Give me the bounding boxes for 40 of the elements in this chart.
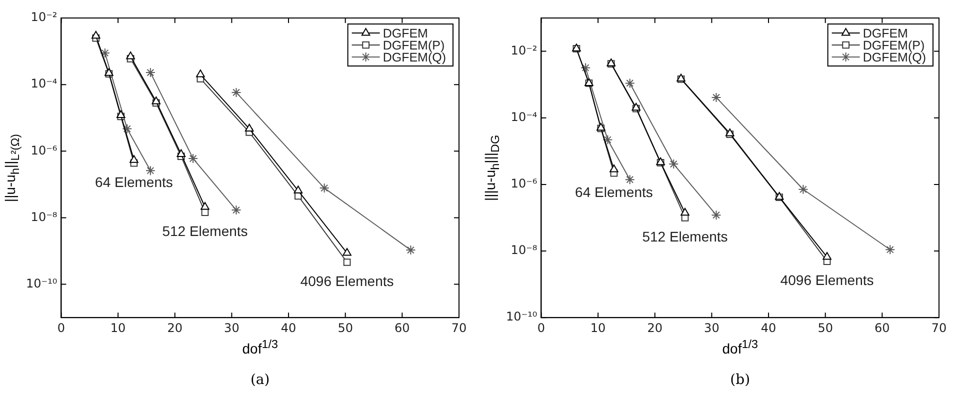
x-tick-label: 50 [338,320,353,335]
y-tick-label: 10⁻⁴ [510,110,538,124]
y-tick-label: 10⁻² [510,43,538,58]
y-tick-label: 10⁻¹⁰ [506,310,538,324]
x-tick-label: 30 [704,320,720,335]
x-axis-title: dof$^{1/3}$ [722,338,758,356]
x-axis-title: dof$^{1/3}$ [242,338,278,356]
annotation: 4096 Elements [780,272,874,288]
x-tick-label: 20 [167,320,183,335]
annotation: 512 Elements [642,228,728,245]
x-tick-label: 40 [760,320,776,335]
x-tick-label: 60 [394,320,410,335]
legend-label: DGFEM(P) [382,38,445,52]
y-tick-label: 10⁻⁸ [30,210,58,224]
y-tick-label: 10⁻⁴ [30,76,58,91]
y-tick-label: 10⁻⁶ [510,176,538,191]
annotation: 64 Elements [575,184,653,200]
legend-label: DGFEM(P) [862,38,925,52]
annotation: 4096 Elements [300,273,394,290]
x-tick-label: 60 [874,320,890,335]
annotation: 64 Elements [95,174,173,190]
annotation: 512 Elements [162,223,248,240]
x-tick-label: 70 [451,320,467,335]
y-tick-label: 10⁻⁶ [30,143,58,158]
text: (b) [730,372,750,388]
x-tick-label: 70 [931,320,947,335]
y-tick-label: 10⁻² [30,10,58,24]
y-tick-label: 10⁻⁸ [510,243,538,258]
legend-label: DGFEM [382,26,428,40]
legend-label: DGFEM [862,26,908,40]
x-tick-label: 0 [57,320,66,335]
x-tick-label: 0 [537,320,546,335]
x-tick-label: 10 [590,320,606,335]
x-tick-label: 50 [818,320,833,335]
x-tick-label: 20 [647,320,663,335]
x-tick-label: 30 [224,320,240,335]
x-tick-label: 10 [110,320,126,335]
y-tick-label: 10⁻¹⁰ [26,276,58,290]
x-tick-label: 40 [280,320,296,335]
text: (a) [250,372,270,388]
